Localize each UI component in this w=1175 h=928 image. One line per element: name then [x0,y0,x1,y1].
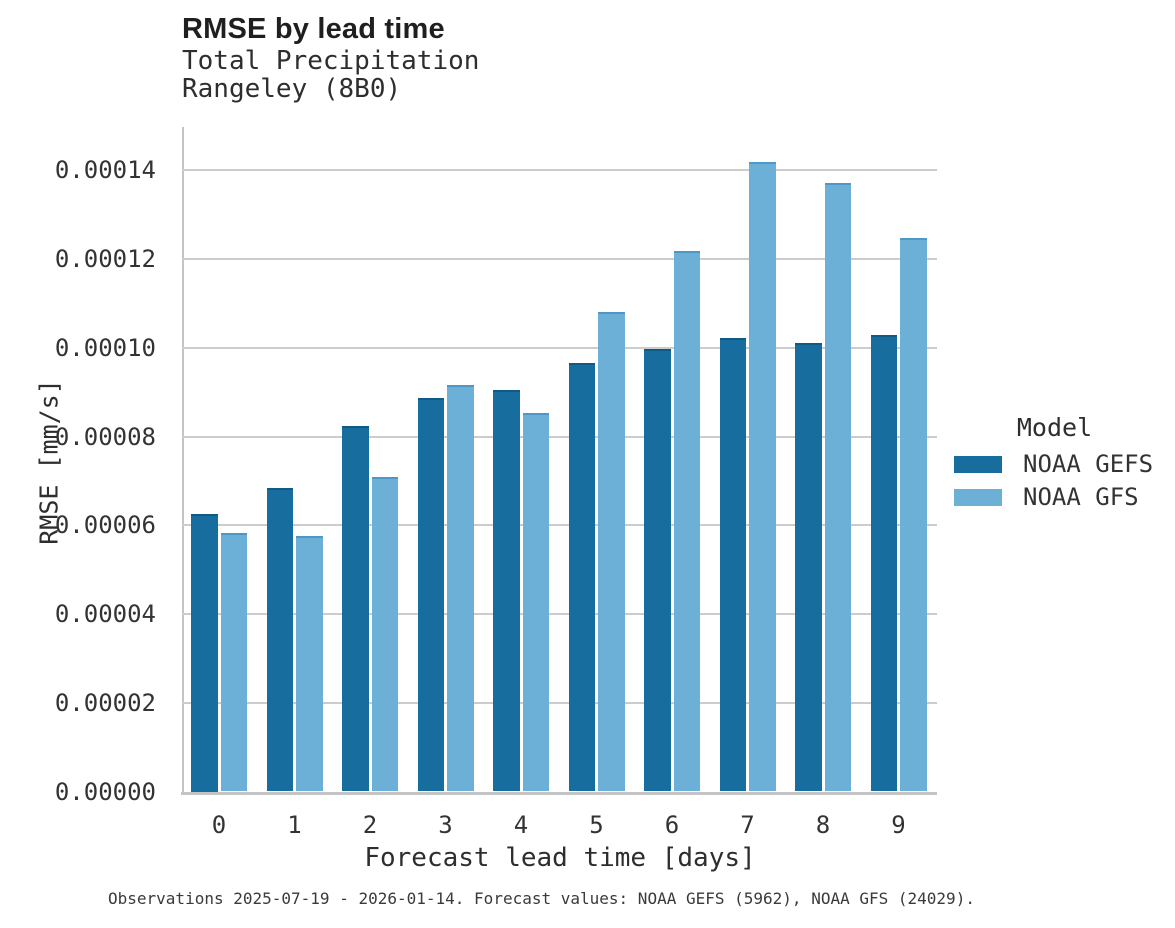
bar-noaa-gefs [719,337,746,792]
legend-title: Model [1016,413,1093,442]
x-tick-label: 1 [287,811,302,839]
x-tick-label: 8 [815,811,831,839]
gridline [182,258,937,261]
bar-noaa-gfs [371,477,398,792]
gridline [182,701,937,704]
bar-noaa-gfs [522,413,549,792]
y-tick-label: 0.00012 [54,245,156,274]
bar-noaa-gfs [673,250,700,792]
legend-item-noaa-gfs: NOAA GFS [954,483,1160,511]
legend-label-noaa-gefs: NOAA GEFS [1023,450,1154,478]
bar-noaa-gfs [749,162,776,792]
bar-noaa-gfs [824,182,851,792]
gridline [182,435,937,438]
gridline [182,524,937,527]
x-tick-label: 4 [513,811,529,839]
gridline [182,346,937,349]
bar-noaa-gefs [342,426,369,792]
y-axis-line [182,127,184,794]
x-tick-label: 6 [664,811,680,839]
y-tick-label: 0.00008 [54,422,156,451]
y-tick-label: 0.00010 [54,333,156,362]
y-tick-label: 0.00014 [54,156,156,185]
gridline [182,613,937,616]
chart-subtitle-line2: Rangeley (8B0) [182,73,402,104]
y-tick-label: 0.00000 [54,777,156,806]
legend: Model NOAA GEFS NOAA GFS [954,414,1160,516]
x-axis-line [181,791,937,795]
bar-noaa-gefs [568,363,595,792]
x-tick-label: 2 [362,811,378,839]
bar-noaa-gfs [447,385,474,792]
caption: Observations 2025-07-19 - 2026-01-14. Fo… [108,889,975,908]
chart-subtitle-line1: Total Precipitation [182,46,480,76]
x-tick-label: 7 [740,811,755,839]
bar-noaa-gefs [870,334,897,792]
gridline [182,169,937,172]
legend-label-noaa-gfs: NOAA GFS [1023,483,1139,511]
x-tick-label: 9 [891,811,906,839]
y-tick-label: 0.00004 [54,600,156,629]
bar-noaa-gfs [296,535,323,792]
x-axis-title: Forecast lead time [days] [364,843,756,873]
bar-noaa-gefs [644,349,671,792]
x-tick-label: 3 [438,811,453,839]
legend-item-noaa-gefs: NOAA GEFS [954,450,1160,478]
bar-noaa-gfs [220,533,247,792]
y-tick-label: 0.00006 [54,511,156,540]
legend-swatch-noaa-gefs [954,455,1002,473]
x-tick-label: 0 [211,811,227,839]
bar-noaa-gfs [900,238,927,792]
chart-title: RMSE by lead time [182,13,445,45]
x-tick-label: 5 [589,811,604,839]
bar-noaa-gefs [417,398,444,792]
bar-noaa-gefs [266,487,293,792]
bar-noaa-gefs [493,389,520,792]
chart-subtitle: Total Precipitation Rangeley (8B0) [182,46,480,104]
bar-noaa-gefs [795,342,822,792]
bar-noaa-gefs [191,514,218,792]
legend-swatch-noaa-gfs [954,488,1002,506]
y-tick-label: 0.00002 [54,688,156,717]
bar-noaa-gfs [598,312,625,792]
